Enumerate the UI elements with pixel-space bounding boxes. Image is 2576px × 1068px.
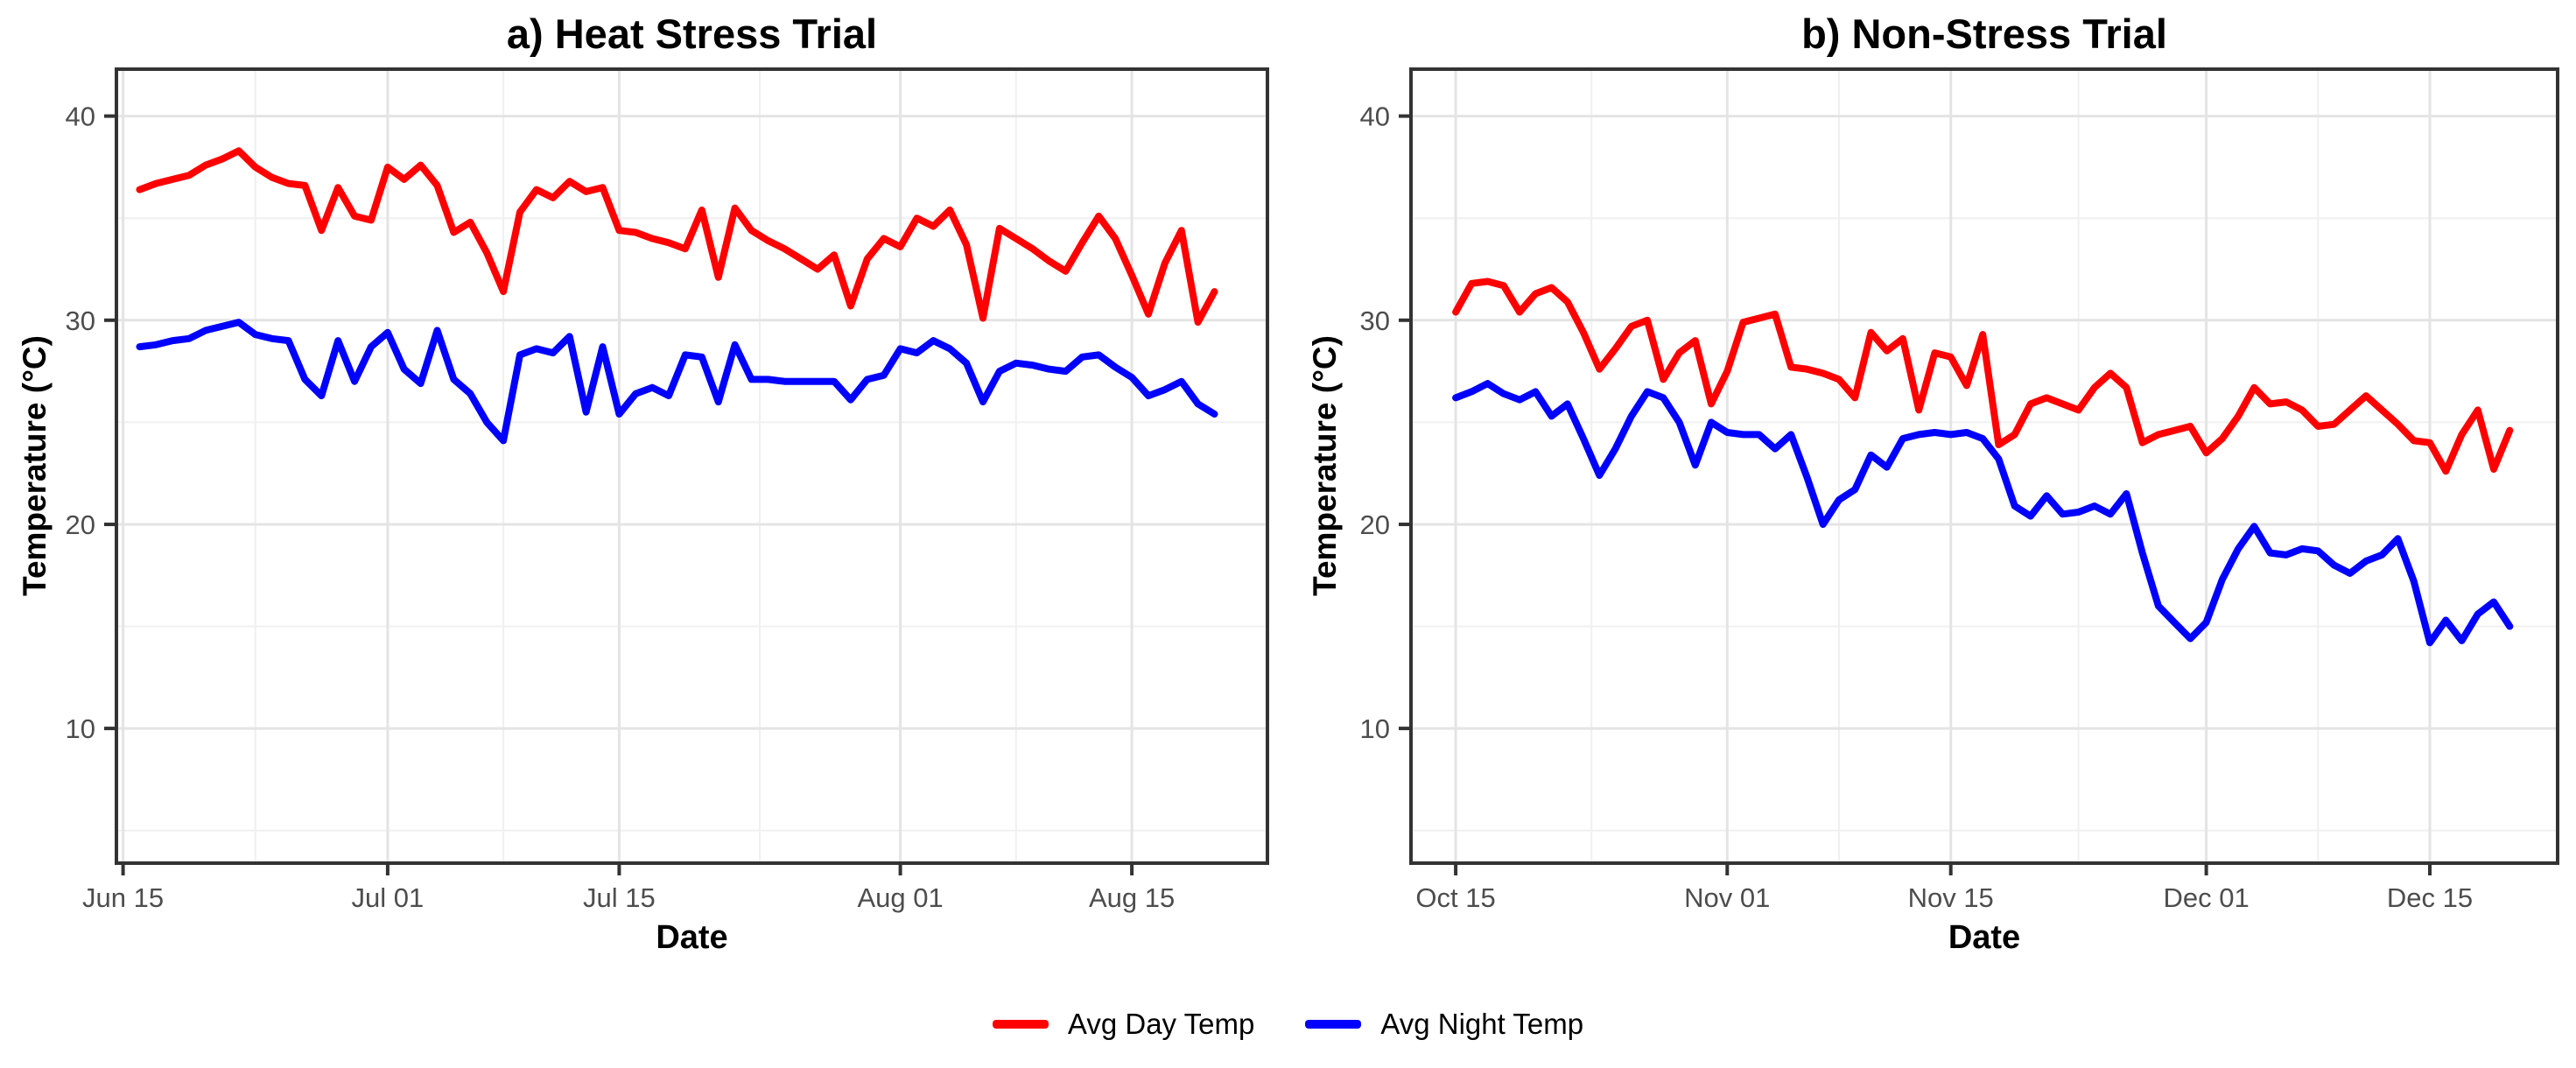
avg-night-temp-line-swatch [1305,1020,1362,1029]
major-gridlines [116,69,1267,863]
avg-day-temp-line [1452,278,2514,475]
major-gridlines [1411,69,2558,863]
axis-ticks-and-labels: Jun 15 Jul 01 Jul 15 Aug 01 Aug 15 10 20 30 40 [66,102,1176,913]
x-tick-label: Nov 15 [1908,882,1994,913]
chart-a-x-axis-label: Date [656,919,728,956]
chart-b-y-axis-label: Temperature (°C) [1307,335,1343,596]
chart-b-x-axis-label: Date [1948,919,2021,956]
chart-a-panel: Jun 15 Jul 01 Jul 15 Aug 01 Aug 15 10 20 30 40 [66,67,1269,913]
chart-b-panel: Oct 15 Nov 01 Nov 15 Dec 01 Dec 15 10 20 30 40 [1360,67,2559,913]
legend: Avg Day Temp Avg Night Temp [0,996,2576,1052]
y-tick-label: 30 [66,306,95,336]
x-tick-label: Jul 01 [352,882,425,913]
x-tick-label: Dec 01 [2163,882,2249,913]
x-tick-label: Aug 01 [857,882,943,913]
legend-label-avg-day-temp: Avg Day Temp [1067,1008,1255,1040]
x-tick-label: Jul 15 [583,882,656,913]
minor-gridlines [1411,69,2558,863]
y-tick-label: 20 [1360,509,1390,540]
y-tick-label: 10 [1360,713,1390,744]
chart-a-title: a) Heat Stress Trial [506,11,878,57]
y-tick-label: 20 [66,509,95,540]
legend-item-avg-night-temp: Avg Night Temp [1305,1008,1583,1041]
avg-night-temp-line [136,319,1218,445]
avg-day-temp-line-swatch [992,1020,1049,1029]
x-tick-label: Jun 15 [82,882,164,913]
x-tick-label: Nov 01 [1684,882,1770,913]
axis-ticks-and-labels: Oct 15 Nov 01 Nov 15 Dec 01 Dec 15 10 20 30 40 [1360,102,2474,913]
y-tick-label: 10 [66,713,95,744]
minor-gridlines [116,69,1267,863]
x-tick-label: Dec 15 [2387,882,2473,913]
y-tick-label: 40 [1360,102,1390,132]
avg-night-temp-line [1452,380,2514,647]
chart-b-title: b) Non-Stress Trial [1801,11,2167,57]
x-tick-label: Aug 15 [1089,882,1175,913]
y-tick-label: 30 [1360,306,1390,336]
chart-a-y-axis-label: Temperature (°C) [17,335,53,596]
x-tick-label: Oct 15 [1415,882,1495,913]
legend-item-avg-day-temp: Avg Day Temp [992,1008,1255,1041]
legend-label-avg-night-temp: Avg Night Temp [1380,1008,1584,1040]
avg-day-temp-line [136,147,1218,327]
y-tick-label: 40 [66,102,95,132]
